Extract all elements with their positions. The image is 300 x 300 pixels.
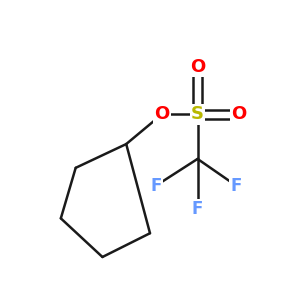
Text: F: F [192, 200, 203, 218]
Text: O: O [190, 58, 205, 76]
Text: F: F [230, 177, 242, 195]
Text: S: S [191, 105, 204, 123]
Text: O: O [232, 105, 247, 123]
Text: O: O [154, 105, 170, 123]
Text: F: F [150, 177, 162, 195]
